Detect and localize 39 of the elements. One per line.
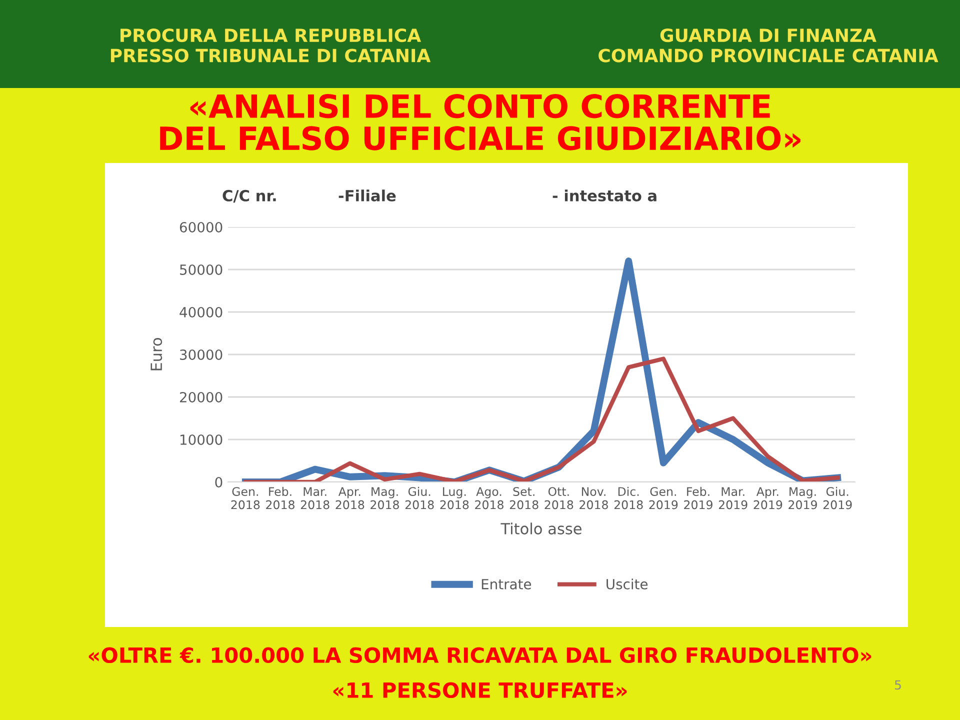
- x-tick-label: Gen. 2018: [231, 487, 260, 510]
- x-tick-label: Mag. 2018: [370, 487, 399, 510]
- y-tick-label: 0: [215, 476, 222, 488]
- x-tick-label: Gen. 2019: [649, 487, 678, 510]
- text: - intestato a: [552, 190, 656, 202]
- legend-label: Entrate: [482, 579, 532, 590]
- x-tick-label: Set. 2018: [510, 487, 538, 510]
- x-tick-label: Mar. 2019: [718, 487, 748, 510]
- x-tick-label: Apr. 2018: [336, 487, 364, 510]
- x-axis-title: Titolo asse: [500, 522, 582, 534]
- x-tick-label: Feb. 2019: [684, 486, 712, 510]
- x-tick-label: Apr. 2019: [754, 487, 782, 510]
- chart-title: «ANALISI DEL CONTO CORRENTE DEL FALSO UFFICIALE GIUDIZIARIO»: [160, 94, 800, 150]
- y-tick-label: 20000: [180, 392, 222, 402]
- x-tick-label: Lug. 2018: [440, 487, 469, 510]
- x-tick-label: Ago. 2018: [475, 487, 504, 510]
- legend-label: Uscite: [606, 578, 648, 590]
- text: «11 PERSONE TRUFFATE»: [333, 682, 627, 698]
- x-tick-label: Ott. 2018: [544, 487, 574, 510]
- y-tick-label: 30000: [180, 349, 222, 360]
- text: -Filiale: [338, 190, 396, 202]
- x-tick-label: Mar. 2018: [300, 487, 330, 510]
- text: «OLTRE €. 100.000 LA SOMMA RICAVATA DAL GIRO FRAUDOLENTO»: [88, 647, 872, 664]
- x-tick-label: Mag. 2019: [788, 487, 817, 510]
- text: PROCURA DELLA REPUBBLICA PRESSO TRIBUNALE DI CATANIA: [110, 28, 431, 62]
- x-tick-label: Nov. 2018: [580, 487, 608, 510]
- y-tick-label: 40000: [180, 306, 222, 318]
- y-axis-title: Euro: [150, 338, 162, 370]
- y-tick-label: 10000: [180, 434, 222, 445]
- line-series: [243, 356, 840, 482]
- text: C/C nr.: [222, 190, 276, 203]
- y-tick-label: 60000: [180, 222, 222, 232]
- text: 5: [894, 680, 901, 690]
- text: GUARDIA DI FINANZA COMANDO PROVINCIALE CATANIA: [598, 28, 938, 62]
- x-tick-label: Dic. 2018: [614, 486, 643, 510]
- y-tick-label: 50000: [180, 264, 222, 275]
- x-tick-label: Giu. 2019: [823, 486, 852, 510]
- x-tick-label: Feb. 2018: [266, 486, 294, 510]
- x-tick-label: Giu. 2018: [405, 486, 434, 510]
